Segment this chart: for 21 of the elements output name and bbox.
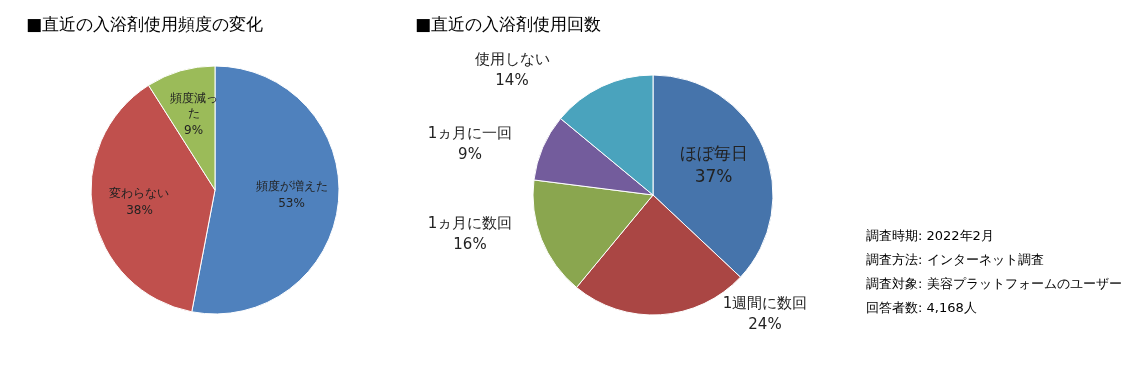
slice-label: 1ヵ月に一回: [427, 124, 513, 142]
slice-label: ほぼ毎日: [679, 142, 748, 163]
slice-label: 1週間に数回: [722, 294, 808, 312]
chart-title: ■直近の入浴剤使用頻度の変化: [26, 14, 264, 34]
data-label: 24%: [748, 315, 782, 333]
data-label: 16%: [453, 235, 487, 253]
text: 調査方法: インターネット調査: [866, 252, 1044, 267]
data-label: 37%: [694, 166, 733, 187]
chart-title: ■直近の入浴剤使用回数: [415, 14, 602, 34]
data-label: 9%: [184, 122, 204, 137]
text: 調査時期: 2022年2月: [866, 228, 994, 243]
data-label: 38%: [126, 203, 153, 218]
text: 回答者数: 4,168人: [866, 300, 977, 315]
slice-label: 頻度が増えた: [255, 179, 328, 194]
slice-label: 使用しない: [474, 50, 550, 68]
data-label: 14%: [495, 71, 529, 89]
text: 調査対象: 美容プラットフォームのユーザー: [866, 276, 1122, 291]
slice-label: 1ヵ月に数回: [427, 214, 513, 232]
slice-label: 変わらない: [109, 186, 170, 201]
data-label: 9%: [458, 145, 482, 163]
data-label: 53%: [278, 195, 305, 210]
